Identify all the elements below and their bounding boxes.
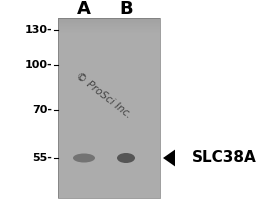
Bar: [58, 18, 160, 198]
Text: 55-: 55-: [32, 153, 52, 163]
Text: SLC38A4: SLC38A4: [192, 151, 256, 166]
Text: A: A: [77, 0, 91, 18]
Ellipse shape: [73, 154, 95, 162]
Text: 130-: 130-: [24, 25, 52, 35]
Ellipse shape: [117, 153, 135, 163]
Text: 70-: 70-: [32, 105, 52, 115]
Text: 100-: 100-: [24, 60, 52, 70]
Text: © ProSci Inc.: © ProSci Inc.: [73, 70, 133, 120]
Polygon shape: [163, 150, 175, 166]
Text: B: B: [119, 0, 133, 18]
